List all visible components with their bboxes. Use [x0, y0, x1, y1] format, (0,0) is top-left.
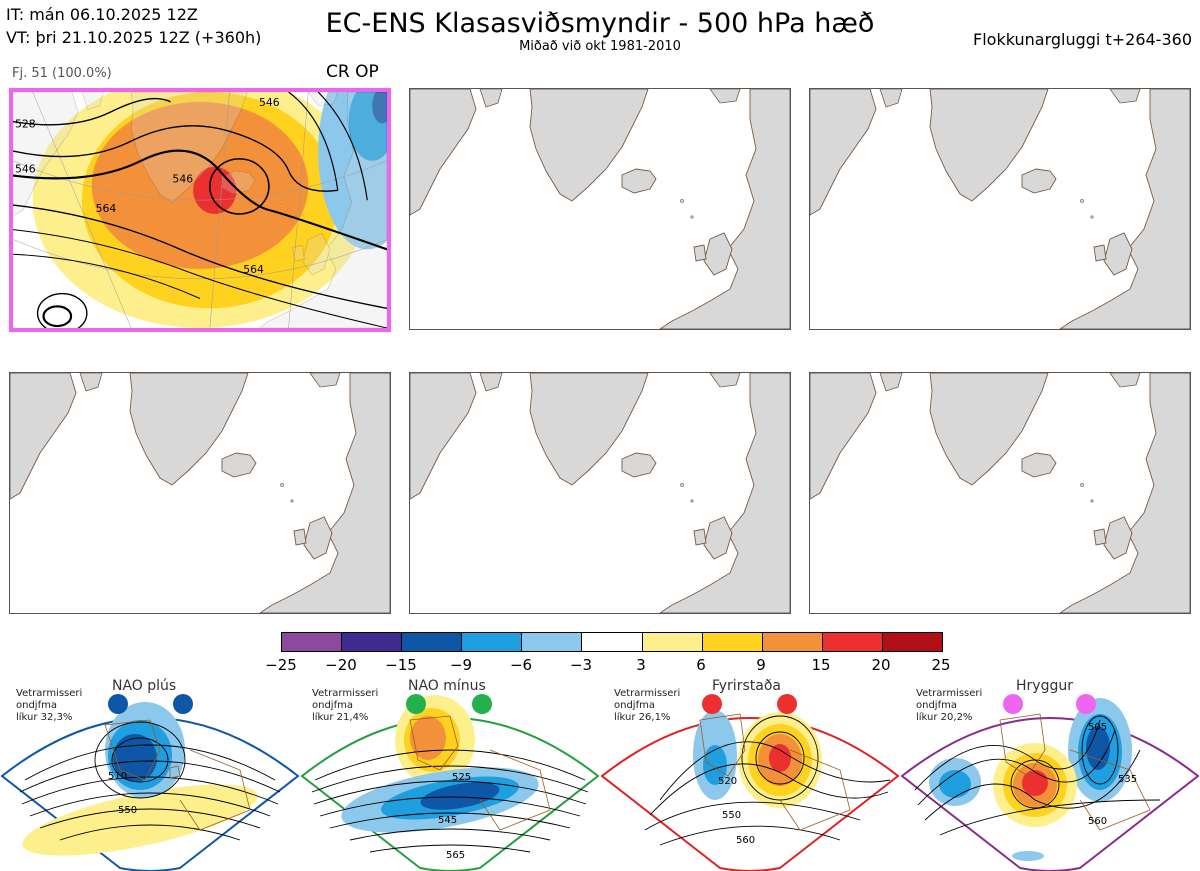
- regime-mean: ondjfma: [312, 700, 353, 711]
- colorbar-tick-label: 25: [931, 656, 951, 674]
- empty-map-2[interactable]: [409, 88, 791, 330]
- valid-time: VT: þri 21.10.2025 12Z (+360h): [6, 28, 262, 47]
- regime-prob: líkur 26,1%: [614, 712, 671, 723]
- colorbar-swatch: [882, 633, 943, 651]
- colorbar-swatch: [702, 633, 763, 651]
- regime-label: 535: [1118, 774, 1137, 785]
- contour-label: 546: [172, 172, 193, 185]
- regime-label: 545: [438, 815, 457, 826]
- regime-prob: líkur 32,3%: [16, 712, 73, 723]
- colorbar-tick-label: 15: [811, 656, 831, 674]
- cluster-tags: CR OP: [326, 62, 379, 82]
- regime-dot: [173, 694, 193, 714]
- empty-map-4[interactable]: [9, 372, 391, 614]
- classification-window: Flokkunargluggi t+264-360: [973, 30, 1192, 49]
- cluster-map-1-canvas: 528 546 546 564 564 546: [13, 92, 387, 328]
- colorbar-swatch: [762, 633, 823, 651]
- regime-label: 510: [108, 771, 127, 782]
- contour-label: 546: [15, 163, 36, 176]
- regime-label: 550: [118, 805, 137, 816]
- regime-canvas: 525 545 565: [300, 694, 600, 871]
- regime-mean: ondjfma: [16, 700, 57, 711]
- regime-prob: líkur 20,2%: [916, 712, 973, 723]
- regime-season: Vetrarmisseri: [916, 688, 983, 699]
- cluster-map-1[interactable]: 528 546 546 564 564 546: [9, 88, 391, 332]
- contour-label: 564: [243, 263, 264, 276]
- colorbar-swatch: [282, 633, 343, 651]
- regime-dot: [777, 694, 797, 714]
- colorbar-swatch: [522, 633, 583, 651]
- regime-canvas: 520 550 560: [600, 694, 900, 871]
- initial-time: IT: mán 06.10.2025 12Z: [6, 5, 198, 24]
- regime-canvas: 505 535 560: [900, 694, 1200, 871]
- regime-dot: [108, 694, 128, 714]
- colorbar-swatch: [582, 633, 643, 651]
- colorbar-tick-label: −25: [265, 656, 297, 674]
- colorbar-swatch: [342, 633, 403, 651]
- colorbar-tick-label: −3: [569, 656, 593, 674]
- regime-prob: líkur 21,4%: [312, 712, 369, 723]
- empty-map-canvas: [10, 373, 390, 613]
- empty-map-canvas: [410, 89, 790, 329]
- regime-mean: ondjfma: [614, 700, 655, 711]
- regime-label: 505: [1088, 722, 1107, 733]
- regime-label: 565: [446, 850, 465, 861]
- regime-nao-plus[interactable]: 510 550 NAO plús Vetrarmisseri ondjfma l…: [0, 678, 300, 871]
- colorbar-tick-label: −9: [449, 656, 473, 674]
- regime-blocking[interactable]: 520 550 560 Fyrirstaða Vetrarmisseri ond…: [600, 678, 900, 871]
- regime-label: 560: [1088, 816, 1107, 827]
- regime-label: 550: [722, 810, 741, 821]
- regime-name: NAO plús: [112, 678, 177, 694]
- regime-mean: ondjfma: [916, 700, 957, 711]
- colorbar-tick-label: −15: [385, 656, 417, 674]
- colorbar-swatch: [402, 633, 463, 651]
- cluster-count-label: Fj. 51 (100.0%): [12, 66, 112, 81]
- regime-season: Vetrarmisseri: [16, 688, 83, 699]
- colorbar-tick-label: 6: [696, 656, 706, 674]
- colorbar: [281, 632, 943, 652]
- regime-name: Hryggur: [1016, 678, 1073, 694]
- colorbar-tick-label: 9: [756, 656, 766, 674]
- empty-map-5[interactable]: [409, 372, 791, 614]
- regime-name: Fyrirstaða: [712, 678, 781, 694]
- page-title: EC-ENS Klasasviðsmyndir - 500 hPa hæð: [325, 8, 875, 39]
- empty-map-canvas: [410, 373, 790, 613]
- regime-season: Vetrarmisseri: [312, 688, 379, 699]
- regime-ridge[interactable]: 505 535 560 Hryggur Vetrarmisseri ondjfm…: [900, 678, 1200, 871]
- colorbar-swatch: [462, 633, 523, 651]
- regime-dot: [1076, 694, 1096, 714]
- contour-label: 564: [96, 202, 117, 215]
- empty-map-canvas: [810, 373, 1190, 613]
- colorbar-tick-label: 3: [636, 656, 646, 674]
- colorbar-tick-label: −20: [325, 656, 357, 674]
- contour-label: 546: [259, 96, 280, 109]
- regime-dot: [472, 694, 492, 714]
- colorbar-tick-label: 20: [871, 656, 891, 674]
- colorbar-swatch: [642, 633, 703, 651]
- empty-map-canvas: [810, 89, 1190, 329]
- page-subtitle: Miðað við okt 1981-2010: [519, 39, 681, 54]
- empty-map-3[interactable]: [809, 88, 1191, 330]
- regime-dot: [1003, 694, 1023, 714]
- regime-label: 525: [452, 772, 471, 783]
- colorbar-swatch: [822, 633, 883, 651]
- regime-label: 520: [718, 776, 737, 787]
- regime-label: 560: [736, 835, 755, 846]
- regime-dot: [406, 694, 426, 714]
- regime-nao-minus[interactable]: 525 545 565 NAO mínus Vetrarmisseri ondj…: [300, 678, 600, 871]
- regime-name: NAO mínus: [408, 678, 486, 694]
- colorbar-tick-label: −6: [509, 656, 533, 674]
- regime-season: Vetrarmisseri: [614, 688, 681, 699]
- contour-label: 528: [15, 117, 36, 130]
- regime-dot: [702, 694, 722, 714]
- empty-map-6[interactable]: [809, 372, 1191, 614]
